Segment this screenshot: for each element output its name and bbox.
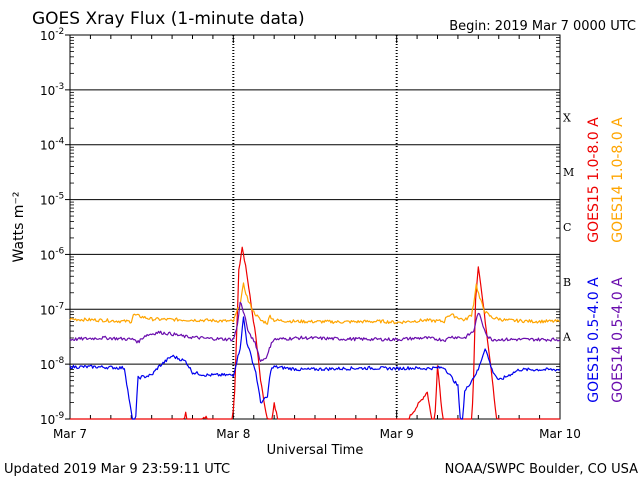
plot-frame xyxy=(69,34,561,420)
day-separators xyxy=(232,35,398,419)
flare-class-label: A xyxy=(562,331,572,344)
y-tick-label: 10-3 xyxy=(40,82,64,98)
y-tick-label: 10-8 xyxy=(40,356,65,372)
y-axis: 10-9 10-8 10-7 10-6 10-5 10-4 10-3 10-2 xyxy=(40,27,560,427)
y-tick-label: 10-9 xyxy=(40,411,65,427)
updated-text: Updated 2019 Mar 9 23:59:11 UTC xyxy=(4,462,230,477)
legend-entry: GOES15 1.0-8.0 A xyxy=(586,117,602,243)
legend-entry: GOES14 1.0-8.0 A xyxy=(610,117,626,243)
legend-entry: GOES14 0.5-4.0 A xyxy=(610,277,626,403)
series-line xyxy=(69,282,561,325)
y-axis-title: Watts m⁻² xyxy=(11,192,27,263)
begin-time: Begin: 2019 Mar 7 0000 UTC xyxy=(449,19,636,34)
x-axis-title: Universal Time xyxy=(267,443,364,458)
y-tick-label: 10-7 xyxy=(40,301,64,317)
chart-title: GOES Xray Flux (1-minute data) xyxy=(32,9,305,29)
flare-class-label: C xyxy=(563,221,571,234)
x-tick-label: Mar 7 xyxy=(53,427,87,441)
series-group xyxy=(69,246,561,420)
x-tick-label: Mar 9 xyxy=(380,427,414,441)
series-line xyxy=(70,246,560,420)
series-line xyxy=(69,301,561,362)
x-tick-label: Mar 10 xyxy=(539,427,581,441)
y-tick-label: 10-5 xyxy=(40,192,64,208)
series-line xyxy=(69,316,561,420)
x-tick-label: Mar 8 xyxy=(216,427,250,441)
x-axis: Mar 7 Mar 8 Mar 9 Mar 10 xyxy=(53,35,581,441)
flare-class-label: B xyxy=(563,276,571,289)
legend-entry: GOES15 0.5-4.0 A xyxy=(586,277,602,403)
flare-class-label: X xyxy=(563,111,571,124)
y-tick-label: 10-4 xyxy=(40,137,65,153)
credit-text: NOAA/SWPC Boulder, CO USA xyxy=(445,462,638,477)
legend: GOES15 1.0-8.0 A GOES14 1.0-8.0 A GOES15 0… xyxy=(586,117,626,403)
y-tick-label: 10-6 xyxy=(40,246,65,262)
y-tick-label: 10-2 xyxy=(40,27,64,43)
grid-lines xyxy=(70,89,560,365)
flare-class-labels: A B C M X xyxy=(562,111,574,343)
flare-class-label: M xyxy=(563,166,574,179)
